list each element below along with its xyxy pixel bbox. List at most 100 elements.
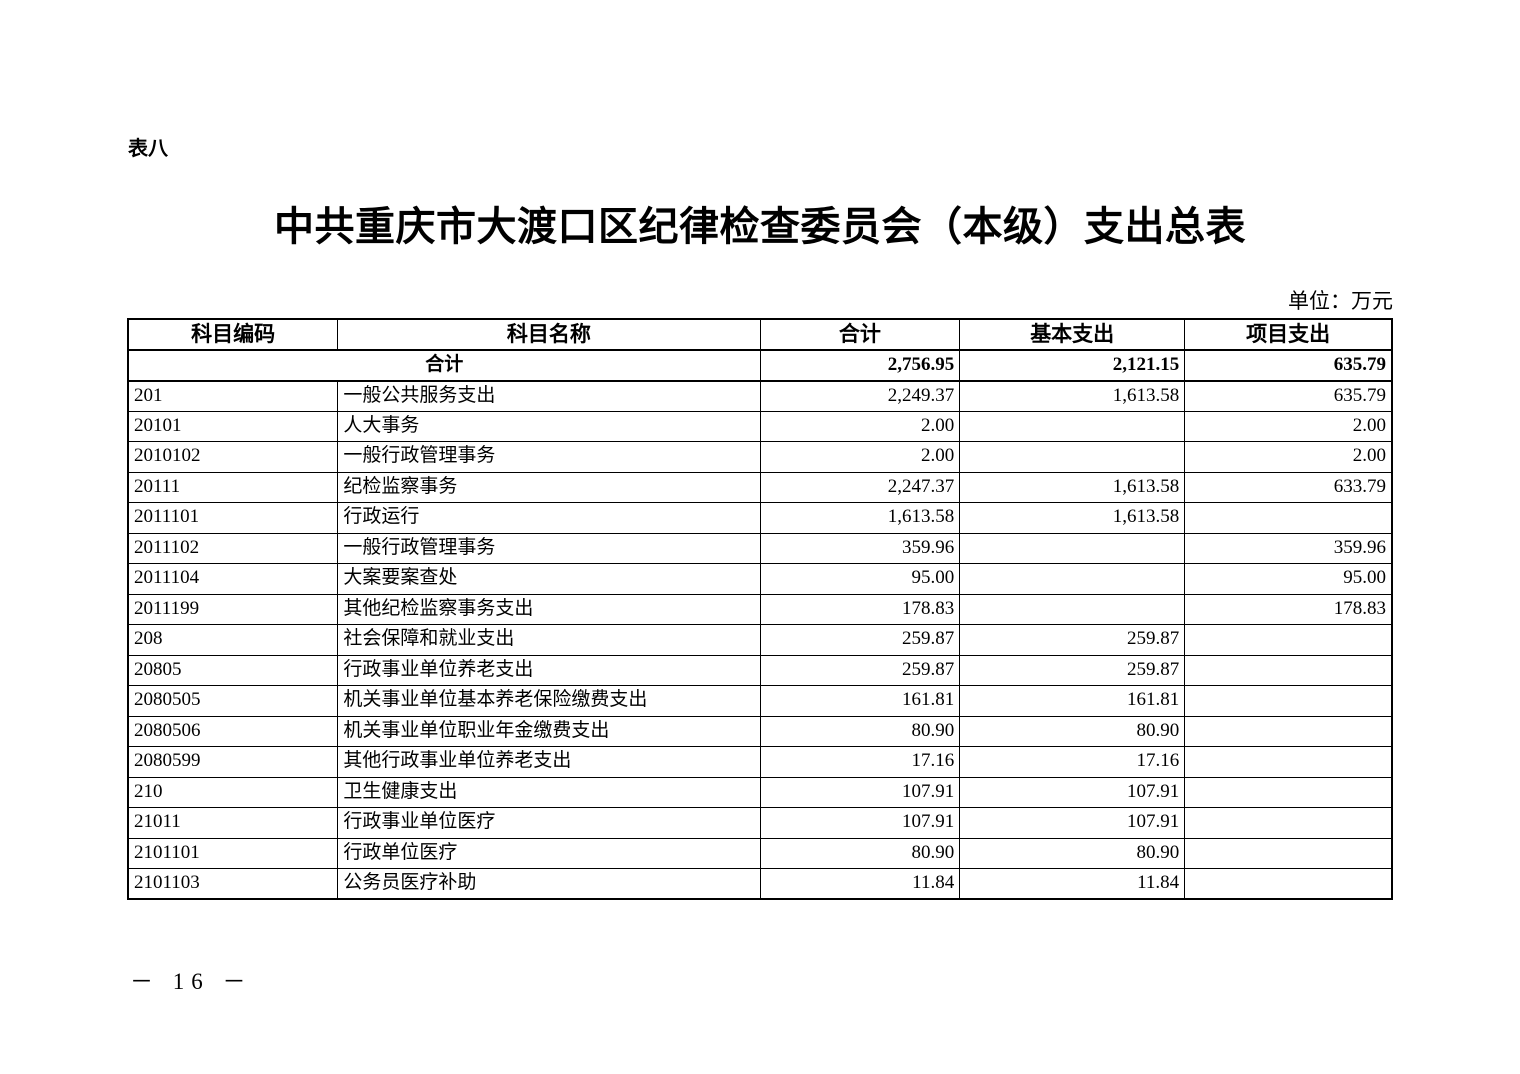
- col-header-project: 项目支出: [1184, 318, 1393, 351]
- cell-project: 178.83: [1184, 593, 1393, 625]
- cell-name: 人大事务: [337, 410, 761, 442]
- cell-project: [1184, 624, 1393, 656]
- cell-basic: 2,121.15: [959, 349, 1186, 382]
- cell-total: 2,756.95: [759, 349, 961, 382]
- cell-basic: 161.81: [959, 685, 1186, 717]
- cell-project: 2.00: [1184, 410, 1393, 442]
- cell-code: 20111: [127, 471, 339, 503]
- cell-basic: [959, 563, 1186, 595]
- cell-code: 21011: [127, 807, 339, 839]
- table-header-row: 科目编码 科目名称 合计 基本支出 项目支出: [127, 318, 1393, 351]
- cell-project: 359.96: [1184, 532, 1393, 564]
- cell-total: 259.87: [759, 654, 961, 686]
- cell-code: 2011104: [127, 563, 339, 595]
- cell-basic: 259.87: [959, 624, 1186, 656]
- col-header-basic: 基本支出: [959, 318, 1186, 351]
- cell-total: 107.91: [759, 807, 961, 839]
- cell-name: 合计: [127, 349, 761, 382]
- table-row: 201 一般公共服务支出 2,249.37 1,613.58 635.79: [127, 380, 1393, 412]
- table-row: 20101 人大事务 2.00 2.00: [127, 410, 1393, 442]
- cell-project: [1184, 776, 1393, 808]
- table-row: 2011102 一般行政管理事务 359.96 359.96: [127, 532, 1393, 564]
- cell-project: [1184, 715, 1393, 747]
- table-row: 2080505 机关事业单位基本养老保险缴费支出 161.81 161.81: [127, 685, 1393, 717]
- cell-basic: [959, 593, 1186, 625]
- table-row: 2011199 其他纪检监察事务支出 178.83 178.83: [127, 593, 1393, 625]
- cell-name: 机关事业单位基本养老保险缴费支出: [337, 685, 761, 717]
- cell-total: 161.81: [759, 685, 961, 717]
- cell-project: [1184, 868, 1393, 900]
- cell-name: 行政事业单位养老支出: [337, 654, 761, 686]
- cell-project: [1184, 502, 1393, 534]
- cell-project: 635.79: [1184, 349, 1393, 382]
- col-header-code: 科目编码: [127, 318, 339, 351]
- cell-name: 行政单位医疗: [337, 837, 761, 869]
- cell-project: [1184, 837, 1393, 869]
- table-row: 208 社会保障和就业支出 259.87 259.87: [127, 624, 1393, 656]
- cell-code: 208: [127, 624, 339, 656]
- cell-basic: 107.91: [959, 807, 1186, 839]
- table-row: 21011 行政事业单位医疗 107.91 107.91: [127, 807, 1393, 839]
- cell-code: 210: [127, 776, 339, 808]
- table-row: 2101103 公务员医疗补助 11.84 11.84: [127, 868, 1393, 900]
- cell-name: 行政运行: [337, 502, 761, 534]
- cell-total: 80.90: [759, 837, 961, 869]
- cell-basic: [959, 532, 1186, 564]
- cell-code: 2011199: [127, 593, 339, 625]
- cell-project: [1184, 654, 1393, 686]
- cell-total: 2.00: [759, 441, 961, 473]
- cell-name: 行政事业单位医疗: [337, 807, 761, 839]
- cell-basic: 11.84: [959, 868, 1186, 900]
- table-row: 2010102 一般行政管理事务 2.00 2.00: [127, 441, 1393, 473]
- cell-total: 11.84: [759, 868, 961, 900]
- cell-basic: [959, 410, 1186, 442]
- cell-code: 2010102: [127, 441, 339, 473]
- col-header-name: 科目名称: [337, 318, 761, 351]
- table-row: 20111 纪检监察事务 2,247.37 1,613.58 633.79: [127, 471, 1393, 503]
- cell-project: [1184, 685, 1393, 717]
- cell-name: 一般行政管理事务: [337, 441, 761, 473]
- expenditure-table: 科目编码 科目名称 合计 基本支出 项目支出 合计 2,756.95 2,121.1…: [127, 318, 1393, 900]
- cell-code: 20805: [127, 654, 339, 686]
- cell-basic: 80.90: [959, 715, 1186, 747]
- cell-project: 95.00: [1184, 563, 1393, 595]
- cell-basic: 1,613.58: [959, 502, 1186, 534]
- table-row: 20805 行政事业单位养老支出 259.87 259.87: [127, 654, 1393, 686]
- cell-code: 2080506: [127, 715, 339, 747]
- cell-code: 2101101: [127, 837, 339, 869]
- cell-code: 2011102: [127, 532, 339, 564]
- cell-basic: 17.16: [959, 746, 1186, 778]
- table-row: 2080506 机关事业单位职业年金缴费支出 80.90 80.90: [127, 715, 1393, 747]
- cell-total: 1,613.58: [759, 502, 961, 534]
- cell-name: 一般行政管理事务: [337, 532, 761, 564]
- cell-basic: 1,613.58: [959, 471, 1186, 503]
- cell-name: 公务员医疗补助: [337, 868, 761, 900]
- cell-basic: 259.87: [959, 654, 1186, 686]
- cell-total: 2,249.37: [759, 380, 961, 412]
- cell-name: 其他行政事业单位养老支出: [337, 746, 761, 778]
- cell-total: 80.90: [759, 715, 961, 747]
- cell-total: 178.83: [759, 593, 961, 625]
- table-row: 2080599 其他行政事业单位养老支出 17.16 17.16: [127, 746, 1393, 778]
- cell-code: 20101: [127, 410, 339, 442]
- page-title: 中共重庆市大渡口区纪律检查委员会（本级）支出总表: [274, 204, 1246, 249]
- col-header-total: 合计: [759, 318, 961, 351]
- cell-code: 201: [127, 380, 339, 412]
- table-row: 2101101 行政单位医疗 80.90 80.90: [127, 837, 1393, 869]
- table-row: 2011104 大案要案查处 95.00 95.00: [127, 563, 1393, 595]
- cell-project: [1184, 807, 1393, 839]
- cell-name: 卫生健康支出: [337, 776, 761, 808]
- cell-project: 2.00: [1184, 441, 1393, 473]
- cell-name: 纪检监察事务: [337, 471, 761, 503]
- cell-code: 2080505: [127, 685, 339, 717]
- cell-project: [1184, 746, 1393, 778]
- table-row: 2011101 行政运行 1,613.58 1,613.58: [127, 502, 1393, 534]
- table-row: 210 卫生健康支出 107.91 107.91: [127, 776, 1393, 808]
- cell-total: 107.91: [759, 776, 961, 808]
- cell-total: 17.16: [759, 746, 961, 778]
- cell-total: 2,247.37: [759, 471, 961, 503]
- cell-name: 一般公共服务支出: [337, 380, 761, 412]
- table-total-row: 合计 2,756.95 2,121.15 635.79: [127, 349, 1393, 382]
- cell-project: 635.79: [1184, 380, 1393, 412]
